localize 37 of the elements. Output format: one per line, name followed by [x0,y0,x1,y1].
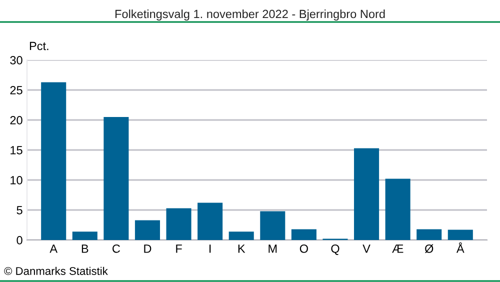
x-tick-label: V [362,244,370,253]
x-tick-label: A [50,244,58,253]
x-tick-label: Q [331,244,340,255]
x-tick-label: F [176,244,182,253]
bar [72,232,98,240]
x-tick-label: C [112,244,120,253]
x-tick-label: Ø [424,244,434,254]
x-tick-label: D [144,244,152,253]
bar [228,232,254,240]
x-tick-label: K [238,244,246,253]
bar [41,82,66,240]
y-axis-title: Pct. [30,42,48,50]
bar [354,148,380,240]
bar [134,220,160,240]
y-tick-label: 20 [10,116,22,124]
bar [385,178,410,240]
y-tick-label: 15 [10,146,22,154]
text: © Danmarks Statistik [4,266,108,275]
y-tick-label: 5 [16,206,22,214]
x-tick-label: O [300,244,308,253]
x-tick-label: B [82,244,88,253]
bar [291,229,316,240]
x-tick-label: Å [456,242,464,253]
bar [260,211,286,240]
chart-title: Folketingsvalg 1. november 2022 - Bjerringbro Nord [115,10,385,21]
y-tick-label: 0 [16,236,22,244]
bar [104,117,129,240]
x-tick-label: Æ [392,244,404,253]
bar [166,208,192,240]
x-tick-label: M [268,244,277,253]
y-tick-label: 30 [10,56,22,64]
bar [198,202,223,240]
x-tick-label: I [210,244,211,253]
y-tick-label: 10 [10,176,22,184]
bar [416,229,442,240]
bar [448,230,473,240]
y-tick-label: 25 [10,86,22,94]
